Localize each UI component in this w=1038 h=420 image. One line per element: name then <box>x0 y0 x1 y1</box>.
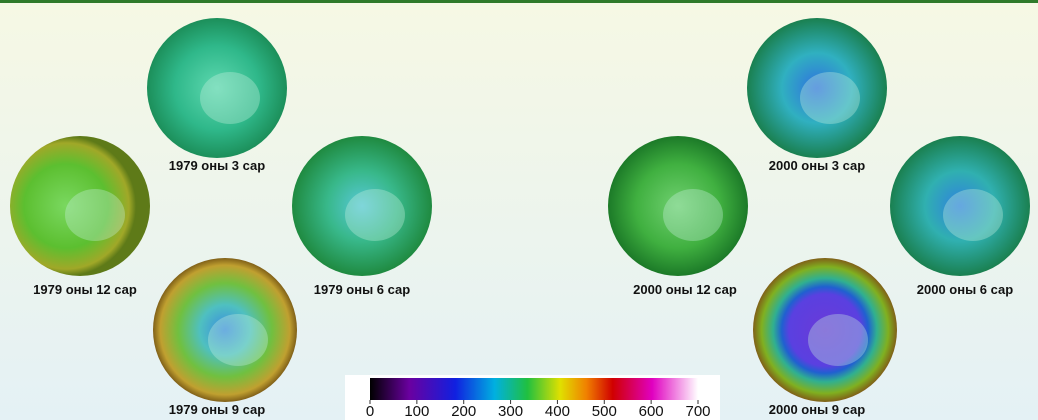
tick-label: 500 <box>592 403 617 420</box>
tick-label: 200 <box>451 403 476 420</box>
globe <box>747 18 887 158</box>
globe <box>292 136 432 276</box>
tick-label: 600 <box>639 403 664 420</box>
continents <box>65 72 1003 366</box>
globe-label: 2000 оны 9 сар <box>769 402 865 417</box>
colorbar: 0 100 200 300 400 500 600 700 <box>345 375 720 420</box>
globe <box>147 18 287 158</box>
colorbar-scale <box>370 378 698 400</box>
globe-label: 2000 оны 3 сар <box>769 158 865 173</box>
tick-label: 400 <box>545 403 570 420</box>
globe <box>890 136 1030 276</box>
globe <box>153 258 297 402</box>
globes <box>10 18 1030 402</box>
globe-label: 1979 оны 6 сар <box>314 282 410 297</box>
top-rule <box>0 0 1038 3</box>
globe-label: 2000 оны 12 сар <box>633 282 737 297</box>
globe <box>608 136 748 276</box>
globe-label: 1979 оны 3 сар <box>169 158 265 173</box>
globe <box>753 258 897 402</box>
tick-label: 0 <box>366 403 374 420</box>
tick-label: 300 <box>498 403 523 420</box>
globe <box>10 136 150 276</box>
globe-label: 2000 оны 6 сар <box>917 282 1013 297</box>
globe-label: 1979 оны 12 сар <box>33 282 137 297</box>
tick-label: 100 <box>404 403 429 420</box>
globe-label: 1979 оны 9 сар <box>169 402 265 417</box>
tick-label: 700 <box>685 403 710 420</box>
